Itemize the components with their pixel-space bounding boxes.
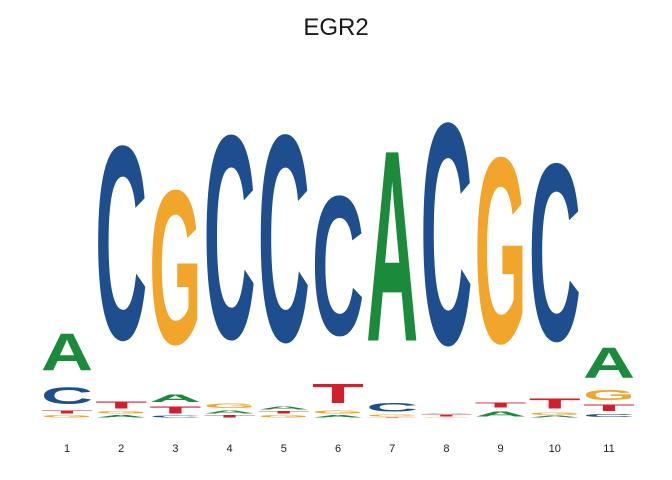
logo-letter-a: A	[312, 414, 364, 418]
logo-letter-g: G	[41, 414, 93, 418]
logo-letter-a: A	[529, 416, 581, 418]
logo-letter-t: T	[420, 414, 472, 416]
x-tick-label: 1	[64, 443, 70, 455]
logo-letter-g: G	[204, 402, 256, 409]
logo-letter-g: G	[366, 414, 418, 416]
logo-letter-c: C	[204, 74, 256, 399]
logo-letter-c: C	[366, 401, 418, 415]
logo-letter-a: A	[420, 413, 472, 414]
x-tick-label: 5	[281, 443, 287, 455]
logo-letter-g: G	[95, 411, 147, 415]
logo-letter-g: G	[529, 412, 581, 416]
x-axis-tick-labels: 1 2 3 4 5 6 7 8 9 10 11	[64, 443, 615, 455]
logo-letter-a: A	[475, 409, 527, 418]
logo-letter-a: A	[204, 409, 256, 414]
chart-title: EGR2	[303, 14, 369, 41]
x-tick-label: 9	[498, 443, 504, 455]
logo-letter-g: G	[583, 387, 635, 403]
logo-letter-c: C	[420, 57, 472, 411]
logo-letter-g: G	[475, 104, 527, 400]
x-tick-label: 7	[389, 443, 395, 455]
x-tick-label: 10	[549, 443, 561, 455]
logo-letter-c: C	[41, 382, 93, 409]
logo-letter-t: T	[204, 414, 256, 418]
logo-letter-c: C	[312, 154, 364, 377]
logo-letter-c: C	[149, 416, 201, 418]
logo-letter-a: A	[258, 406, 310, 411]
logo-letter-c: C	[583, 413, 635, 418]
logo-letter-t: T	[529, 396, 581, 412]
logo-letter-a: A	[95, 414, 147, 418]
logo-letter-a: A	[583, 338, 635, 387]
logo-letter-t: T	[41, 409, 93, 414]
logo-letter-t: T	[149, 404, 201, 415]
logo-letter-a: A	[366, 94, 418, 399]
logo-letter-t: T	[95, 399, 147, 410]
logo-letters: GTCAAGTCCTAGTAGCGTACAGTCTGCAGTACATGAGTCC…	[41, 57, 635, 418]
logo-letter-t: T	[366, 417, 418, 418]
logo-letter-g: G	[149, 146, 201, 391]
logo-letter-g: G	[312, 409, 364, 414]
logo-letter-a: A	[41, 323, 93, 382]
logo-letter-c: C	[529, 111, 581, 394]
x-tick-label: 6	[335, 443, 341, 455]
logo-letter-t: T	[258, 411, 310, 415]
x-tick-label: 4	[227, 443, 233, 455]
logo-letter-a: A	[149, 392, 201, 404]
x-tick-label: 2	[118, 443, 124, 455]
x-tick-label: 3	[172, 443, 178, 455]
logo-letter-g: G	[258, 414, 310, 418]
x-tick-label: 8	[443, 443, 449, 455]
logo-letter-c: C	[258, 73, 310, 404]
logo-letter-c: C	[95, 88, 147, 397]
logo-letter-t: T	[475, 401, 527, 410]
logo-letter-t: T	[583, 403, 635, 413]
x-tick-label: 11	[603, 443, 614, 455]
logo-letter-t: T	[312, 379, 364, 410]
logo-letter-g: G	[420, 417, 472, 418]
